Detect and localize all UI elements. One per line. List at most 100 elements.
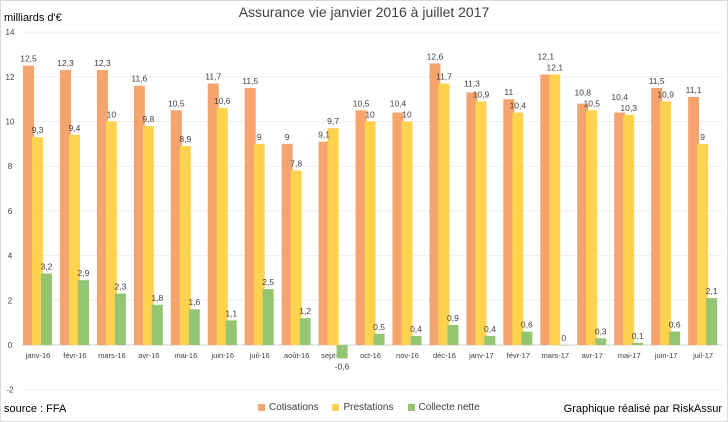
data-label: 9,1 bbox=[318, 130, 330, 140]
y-tick-label: 14 bbox=[6, 28, 15, 37]
data-label: 10,5 bbox=[168, 98, 185, 108]
source-note: source : FFA bbox=[4, 403, 67, 415]
bar-collecte-nette bbox=[706, 298, 718, 345]
credit-note: Graphique réalisé par RiskAssur bbox=[563, 403, 722, 415]
chart-title: Assurance vie janvier 2016 à juillet 201… bbox=[238, 4, 490, 20]
data-label: 8,9 bbox=[179, 134, 191, 144]
data-label: 7,8 bbox=[290, 159, 302, 169]
bar-collecte-nette bbox=[114, 293, 126, 345]
data-label: 10,5 bbox=[583, 98, 600, 108]
x-tick-label: juil-17 bbox=[692, 351, 713, 360]
data-label: 2,5 bbox=[262, 277, 274, 287]
bar-collecte-nette bbox=[558, 345, 570, 346]
bar-cotisations bbox=[318, 141, 330, 345]
legend-item: Prestations bbox=[332, 402, 394, 413]
legend-label: Collecte nette bbox=[418, 402, 480, 413]
bar-prestations bbox=[32, 137, 43, 345]
bar-collecte-nette bbox=[632, 342, 644, 345]
bar-collecte-nette bbox=[151, 304, 163, 345]
data-label: 9,3 bbox=[32, 125, 44, 135]
legend-swatch bbox=[258, 404, 265, 411]
x-tick-label: juin-16 bbox=[210, 351, 234, 360]
bar-prestations bbox=[105, 121, 117, 345]
data-label: 10 bbox=[402, 110, 412, 120]
y-tick-label: 10 bbox=[6, 118, 15, 127]
bar-prestations bbox=[660, 101, 672, 345]
data-label: 0,5 bbox=[373, 322, 385, 332]
bar-collecte-nette bbox=[299, 318, 311, 345]
data-label: 10 bbox=[365, 110, 375, 120]
bar-cotisations bbox=[281, 143, 293, 345]
bar-prestations bbox=[253, 143, 265, 345]
y-tick-label: 8 bbox=[8, 162, 13, 171]
data-label: 12,3 bbox=[94, 58, 111, 68]
data-label: 11 bbox=[504, 87, 513, 97]
bar-collecte-nette bbox=[262, 289, 274, 345]
data-label: 0,4 bbox=[484, 324, 496, 334]
bar-cotisations bbox=[577, 103, 589, 346]
data-label: 2,9 bbox=[78, 268, 90, 278]
bar-collecte-nette bbox=[77, 280, 89, 345]
data-label: 10,3 bbox=[620, 103, 637, 113]
x-tick-label: juin-17 bbox=[654, 351, 678, 360]
x-tick-label: avr-16 bbox=[138, 351, 159, 360]
bar-cotisations bbox=[540, 74, 552, 345]
bar-prestations bbox=[438, 83, 450, 345]
data-label: 1,8 bbox=[151, 293, 163, 303]
x-tick-label: mars-16 bbox=[98, 351, 126, 360]
x-tick-label: janv-17 bbox=[468, 351, 494, 360]
legend-label: Cotisations bbox=[269, 402, 319, 413]
legend-swatch bbox=[332, 404, 340, 411]
data-label: 2,3 bbox=[114, 282, 126, 292]
data-label: 12,6 bbox=[427, 51, 444, 61]
x-tick-label: sept-16 bbox=[321, 351, 346, 360]
bar-collecte-nette bbox=[188, 309, 200, 345]
legend-item: Collecte nette bbox=[407, 402, 480, 413]
y-tick-label: 12 bbox=[6, 73, 15, 82]
bar-prestations bbox=[586, 110, 598, 345]
bar-cotisations bbox=[96, 70, 108, 345]
bar-prestations bbox=[216, 108, 228, 345]
bar-collecte-nette bbox=[595, 338, 607, 345]
data-label: 9 bbox=[700, 132, 705, 142]
bar-prestations bbox=[475, 101, 487, 345]
bar-prestations bbox=[327, 128, 339, 345]
bar-cotisations bbox=[503, 99, 515, 346]
bar-cotisations bbox=[59, 70, 71, 345]
data-label: 11,5 bbox=[649, 76, 665, 86]
bar-prestations bbox=[401, 121, 413, 345]
data-label: 2,1 bbox=[706, 286, 718, 296]
data-label: 10 bbox=[107, 110, 117, 120]
x-tick-label: févr-17 bbox=[507, 351, 530, 360]
bar-cotisations bbox=[392, 112, 404, 345]
bar-collecte-nette bbox=[225, 320, 237, 345]
data-label: 10,4 bbox=[510, 101, 527, 111]
bar-cotisations bbox=[207, 83, 219, 345]
data-label: 0,6 bbox=[669, 320, 681, 330]
bar-cotisations bbox=[244, 87, 256, 345]
data-label: 0,3 bbox=[595, 326, 607, 336]
x-tick-label: févr-16 bbox=[63, 351, 86, 360]
data-label: 11,1 bbox=[686, 85, 702, 95]
bar-prestations bbox=[364, 121, 376, 345]
bar-cotisations bbox=[429, 63, 441, 345]
y-tick-label: 2 bbox=[8, 296, 13, 305]
data-label: 1,2 bbox=[299, 306, 311, 316]
data-label: 10,4 bbox=[390, 99, 407, 109]
data-label: 9,4 bbox=[69, 123, 81, 133]
bar-collecte-nette bbox=[410, 336, 422, 345]
data-label: 10,4 bbox=[611, 92, 628, 102]
bar-collecte-nette bbox=[336, 345, 348, 359]
data-label: 11,7 bbox=[205, 72, 221, 82]
bar-cotisations bbox=[688, 96, 700, 345]
data-label: 12,3 bbox=[57, 58, 74, 68]
data-label: 1,1 bbox=[225, 308, 237, 318]
data-label: 11,3 bbox=[464, 78, 480, 88]
data-label: 1,6 bbox=[188, 297, 200, 307]
data-label: 0,6 bbox=[521, 320, 533, 330]
data-label: 12,5 bbox=[20, 54, 37, 64]
data-label: 11,5 bbox=[242, 76, 258, 86]
y-tick-label: 6 bbox=[8, 207, 13, 216]
data-label: 9 bbox=[257, 132, 262, 142]
legend: Cotisations Prestations Collecte nette bbox=[258, 402, 480, 413]
